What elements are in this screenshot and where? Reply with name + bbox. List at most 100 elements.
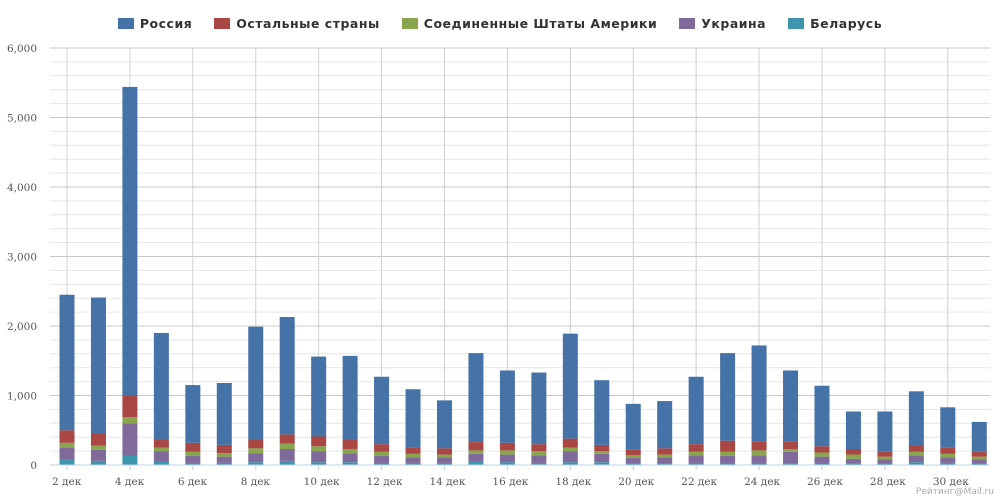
bar-segment[interactable]	[122, 395, 138, 418]
bar-segment[interactable]	[153, 439, 169, 448]
bar-segment[interactable]	[814, 452, 830, 457]
bar-segment[interactable]	[971, 451, 987, 457]
bar-segment[interactable]	[877, 463, 893, 465]
bar-segment[interactable]	[531, 444, 547, 452]
bar-segment[interactable]	[153, 451, 169, 462]
bar-segment[interactable]	[468, 461, 484, 465]
bar-segment[interactable]	[594, 451, 610, 454]
bar-segment[interactable]	[562, 451, 578, 463]
bar-segment[interactable]	[908, 445, 924, 452]
bar-segment[interactable]	[657, 457, 673, 464]
bar-segment[interactable]	[688, 451, 704, 456]
bar-segment[interactable]	[311, 446, 327, 452]
bar-segment[interactable]	[499, 454, 515, 463]
bar-segment[interactable]	[940, 453, 956, 458]
bar-segment[interactable]	[971, 456, 987, 460]
bar-segment[interactable]	[720, 451, 736, 456]
bar-segment[interactable]	[436, 454, 452, 458]
bar-segment[interactable]	[216, 462, 232, 465]
bar-segment[interactable]	[468, 353, 484, 443]
bar-segment[interactable]	[562, 333, 578, 439]
bar-segment[interactable]	[625, 449, 641, 456]
bar-segment[interactable]	[562, 462, 578, 465]
bar-segment[interactable]	[468, 453, 484, 462]
bar-segment[interactable]	[311, 356, 327, 437]
bar-segment[interactable]	[248, 448, 264, 454]
bar-segment[interactable]	[153, 447, 169, 452]
bar-segment[interactable]	[625, 458, 641, 464]
bar-segment[interactable]	[216, 382, 232, 445]
bar-segment[interactable]	[783, 451, 799, 464]
bar-segment[interactable]	[594, 453, 610, 463]
bar-segment[interactable]	[374, 462, 390, 465]
bar-segment[interactable]	[499, 442, 515, 451]
bar-segment[interactable]	[594, 462, 610, 465]
bar-segment[interactable]	[436, 457, 452, 463]
bar-segment[interactable]	[311, 451, 327, 463]
bar-segment[interactable]	[783, 463, 799, 465]
bar-segment[interactable]	[845, 449, 861, 455]
bar-segment[interactable]	[594, 444, 610, 452]
bar-segment[interactable]	[845, 463, 861, 465]
bar-segment[interactable]	[751, 441, 767, 451]
bar-segment[interactable]	[122, 423, 138, 456]
bar-segment[interactable]	[688, 455, 704, 463]
bar-segment[interactable]	[877, 451, 893, 457]
bar-segment[interactable]	[940, 457, 956, 463]
bar-segment[interactable]	[90, 297, 106, 434]
bar-segment[interactable]	[751, 455, 767, 463]
bar-segment[interactable]	[940, 447, 956, 454]
bar-segment[interactable]	[971, 421, 987, 452]
bar-segment[interactable]	[216, 453, 232, 457]
bar-segment[interactable]	[342, 449, 358, 454]
bar-segment[interactable]	[751, 345, 767, 442]
bar-segment[interactable]	[185, 462, 201, 465]
legend-item[interactable]: Россия	[117, 16, 192, 31]
bar-segment[interactable]	[342, 439, 358, 450]
bar-segment[interactable]	[153, 461, 169, 465]
bar-segment[interactable]	[436, 400, 452, 449]
bar-segment[interactable]	[279, 316, 295, 435]
bar-segment[interactable]	[279, 460, 295, 465]
bar-segment[interactable]	[720, 462, 736, 465]
bar-segment[interactable]	[657, 401, 673, 449]
bar-segment[interactable]	[153, 332, 169, 440]
bar-segment[interactable]	[814, 462, 830, 465]
bar-segment[interactable]	[625, 455, 641, 459]
bar-segment[interactable]	[468, 442, 484, 451]
bar-segment[interactable]	[688, 444, 704, 452]
bar-segment[interactable]	[59, 447, 75, 460]
bar-segment[interactable]	[248, 439, 264, 449]
bar-segment[interactable]	[185, 455, 201, 463]
bar-segment[interactable]	[248, 462, 264, 465]
bar-segment[interactable]	[405, 462, 421, 465]
bar-segment[interactable]	[279, 434, 295, 444]
bar-segment[interactable]	[59, 294, 75, 431]
bar-segment[interactable]	[248, 453, 264, 463]
bar-segment[interactable]	[531, 455, 547, 463]
bar-segment[interactable]	[625, 463, 641, 465]
bar-segment[interactable]	[374, 455, 390, 463]
legend-item[interactable]: Соединенные Штаты Америки	[401, 16, 657, 31]
bar-segment[interactable]	[688, 376, 704, 445]
bar-segment[interactable]	[185, 442, 201, 452]
bar-segment[interactable]	[374, 451, 390, 456]
bar-segment[interactable]	[845, 454, 861, 459]
bar-segment[interactable]	[877, 459, 893, 464]
bar-segment[interactable]	[657, 454, 673, 458]
bar-segment[interactable]	[499, 370, 515, 443]
bar-segment[interactable]	[405, 453, 421, 458]
bar-segment[interactable]	[185, 385, 201, 443]
bar-segment[interactable]	[720, 455, 736, 463]
bar-segment[interactable]	[342, 355, 358, 440]
bar-segment[interactable]	[845, 458, 861, 464]
bar-segment[interactable]	[374, 376, 390, 445]
bar-segment[interactable]	[783, 441, 799, 450]
bar-segment[interactable]	[499, 462, 515, 465]
bar-segment[interactable]	[877, 411, 893, 452]
bar-segment[interactable]	[374, 444, 390, 452]
bar-segment[interactable]	[342, 462, 358, 465]
bar-segment[interactable]	[908, 455, 924, 463]
bar-segment[interactable]	[688, 462, 704, 465]
bar-segment[interactable]	[720, 353, 736, 441]
